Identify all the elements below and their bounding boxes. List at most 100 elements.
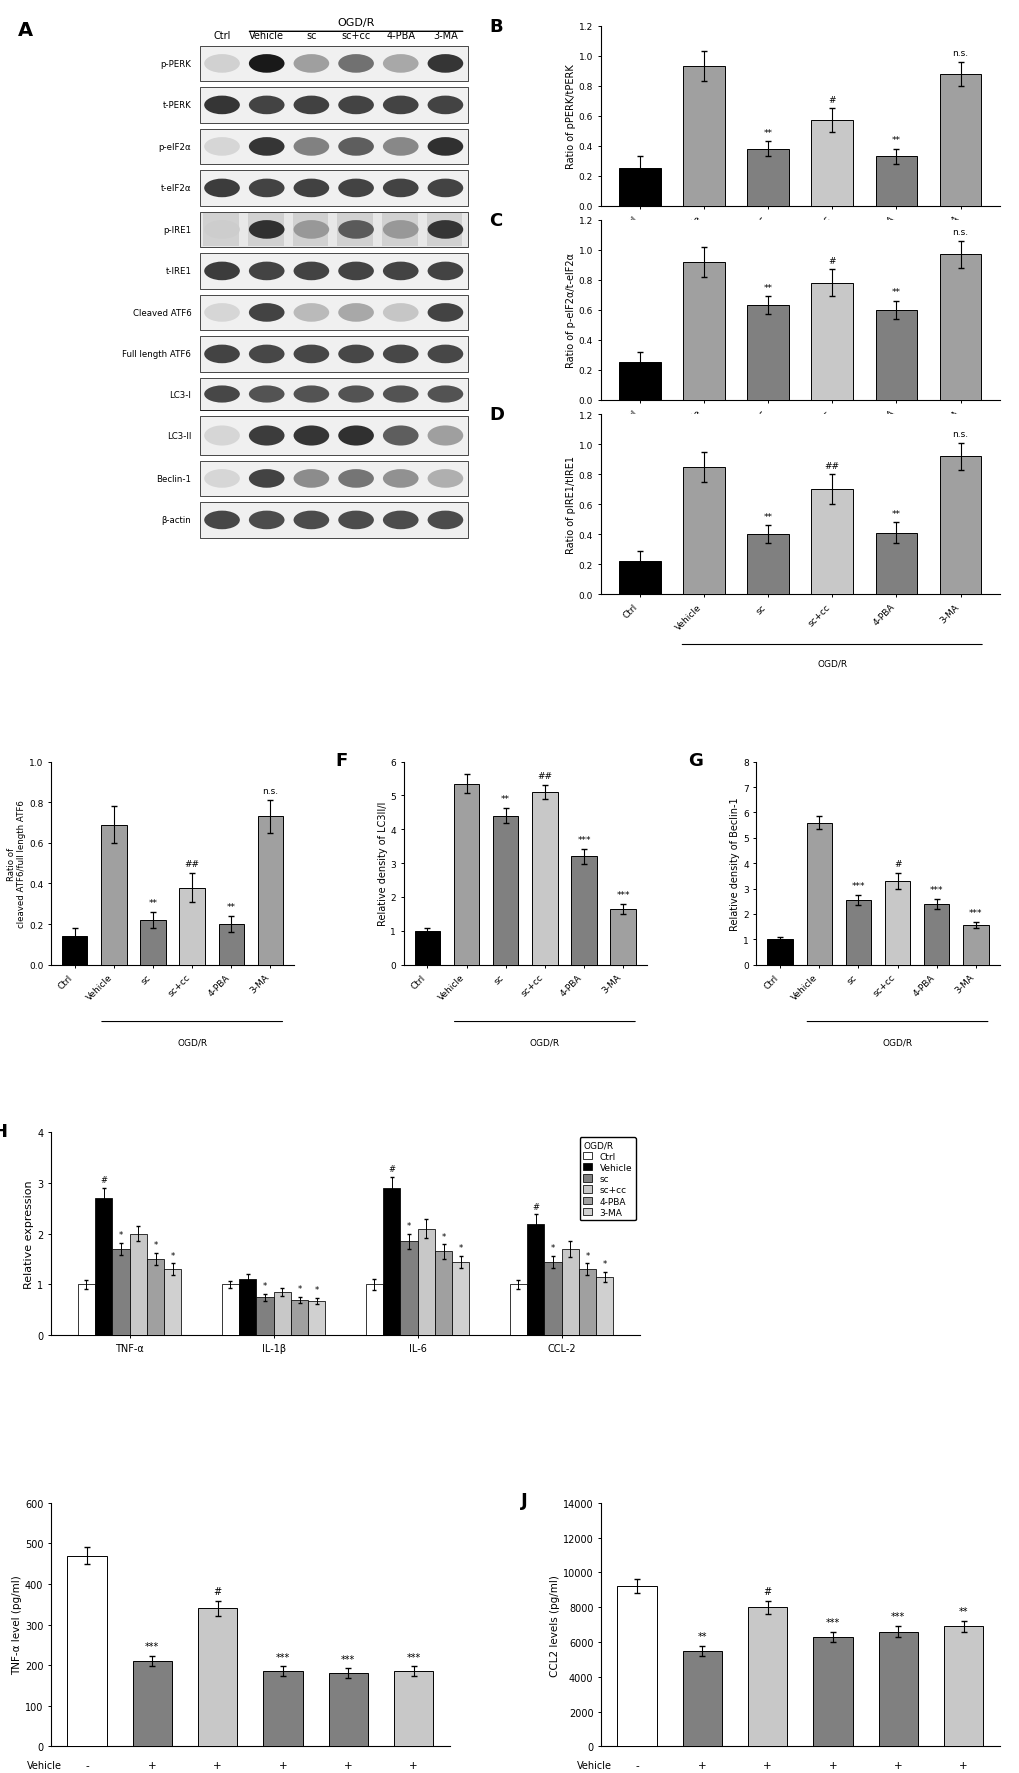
Ellipse shape <box>382 96 418 115</box>
Text: 4-PBA: 4-PBA <box>386 30 415 41</box>
Ellipse shape <box>382 426 418 447</box>
Text: G: G <box>688 752 702 769</box>
Ellipse shape <box>204 222 239 239</box>
Bar <box>328 1674 368 1746</box>
Ellipse shape <box>293 55 329 74</box>
Bar <box>258 817 283 965</box>
Ellipse shape <box>204 138 239 156</box>
Bar <box>393 1672 433 1746</box>
Y-axis label: CCL2 levels (pg/ml): CCL2 levels (pg/ml) <box>549 1574 559 1675</box>
Ellipse shape <box>427 96 463 115</box>
Bar <box>308 1301 325 1335</box>
Text: -: - <box>85 1759 89 1769</box>
Text: +: + <box>827 1759 837 1769</box>
Bar <box>938 74 980 206</box>
Bar <box>179 888 205 965</box>
Text: C: C <box>488 211 501 230</box>
Text: *: * <box>170 1252 175 1261</box>
Bar <box>810 284 852 401</box>
Polygon shape <box>200 417 468 456</box>
Bar <box>561 1250 579 1335</box>
Text: +: + <box>343 1759 353 1769</box>
Text: *: * <box>602 1259 606 1268</box>
Bar <box>938 457 980 594</box>
Text: +: + <box>148 1759 157 1769</box>
Polygon shape <box>200 129 468 165</box>
Bar <box>747 1608 787 1746</box>
Polygon shape <box>200 296 468 332</box>
Text: *: * <box>263 1282 267 1291</box>
Bar <box>292 215 328 246</box>
Bar <box>62 936 88 965</box>
Bar <box>381 215 417 246</box>
Ellipse shape <box>427 470 463 489</box>
Ellipse shape <box>204 387 239 402</box>
Bar <box>218 924 244 965</box>
Text: OGD/R: OGD/R <box>816 465 847 475</box>
Bar <box>683 67 725 206</box>
Text: **: ** <box>226 902 235 911</box>
Ellipse shape <box>204 179 239 199</box>
Bar <box>256 1298 273 1335</box>
Ellipse shape <box>427 387 463 402</box>
Ellipse shape <box>338 470 374 489</box>
Text: #: # <box>100 1175 107 1184</box>
Ellipse shape <box>427 303 463 323</box>
Text: ##: ## <box>824 461 839 470</box>
Bar <box>874 534 916 594</box>
Ellipse shape <box>249 179 284 199</box>
Ellipse shape <box>204 511 239 530</box>
Ellipse shape <box>338 387 374 402</box>
Ellipse shape <box>382 179 418 199</box>
Text: OGD/R: OGD/R <box>881 1039 912 1048</box>
Ellipse shape <box>382 222 418 239</box>
Text: #: # <box>532 1202 539 1211</box>
Polygon shape <box>200 46 468 82</box>
Y-axis label: Ratio of pIRE1/tIRE1: Ratio of pIRE1/tIRE1 <box>566 456 576 553</box>
Ellipse shape <box>249 55 284 74</box>
Bar <box>238 1280 256 1335</box>
Text: n.s.: n.s. <box>952 50 968 59</box>
Bar <box>426 215 462 246</box>
Bar <box>337 215 373 246</box>
Text: LC3-II: LC3-II <box>167 433 192 441</box>
Ellipse shape <box>293 426 329 447</box>
Ellipse shape <box>293 346 329 363</box>
Text: ***: *** <box>615 890 630 899</box>
Text: A: A <box>17 21 33 41</box>
Bar <box>806 823 832 965</box>
Text: *: * <box>407 1222 411 1230</box>
Ellipse shape <box>204 346 239 363</box>
Ellipse shape <box>338 179 374 199</box>
Y-axis label: Ratio of
cleaved ATF6/full length ATF6: Ratio of cleaved ATF6/full length ATF6 <box>7 800 26 927</box>
Ellipse shape <box>204 96 239 115</box>
Bar <box>619 562 660 594</box>
Ellipse shape <box>382 55 418 74</box>
Text: +: + <box>213 1759 222 1769</box>
Ellipse shape <box>382 303 418 323</box>
Text: ***: *** <box>275 1652 289 1661</box>
Ellipse shape <box>382 511 418 530</box>
Text: n.s.: n.s. <box>952 431 968 440</box>
Text: Vehicle: Vehicle <box>249 30 284 41</box>
Bar <box>609 910 635 965</box>
Ellipse shape <box>204 55 239 74</box>
Ellipse shape <box>249 387 284 402</box>
Text: **: ** <box>149 899 157 908</box>
Bar <box>883 881 909 965</box>
Ellipse shape <box>293 470 329 489</box>
Bar <box>571 856 596 965</box>
Text: OGD/R: OGD/R <box>816 660 847 668</box>
Bar <box>164 1269 181 1335</box>
Bar <box>962 926 987 965</box>
Ellipse shape <box>293 511 329 530</box>
Ellipse shape <box>382 262 418 282</box>
Bar <box>101 824 126 965</box>
Ellipse shape <box>249 262 284 282</box>
Text: **: ** <box>763 284 771 293</box>
Bar <box>923 904 949 965</box>
Text: OGD/R: OGD/R <box>337 18 374 28</box>
Bar <box>129 1234 147 1335</box>
Bar <box>290 1300 308 1335</box>
Y-axis label: Ratio of p-elF2α/t-elF2α: Ratio of p-elF2α/t-elF2α <box>566 254 576 369</box>
